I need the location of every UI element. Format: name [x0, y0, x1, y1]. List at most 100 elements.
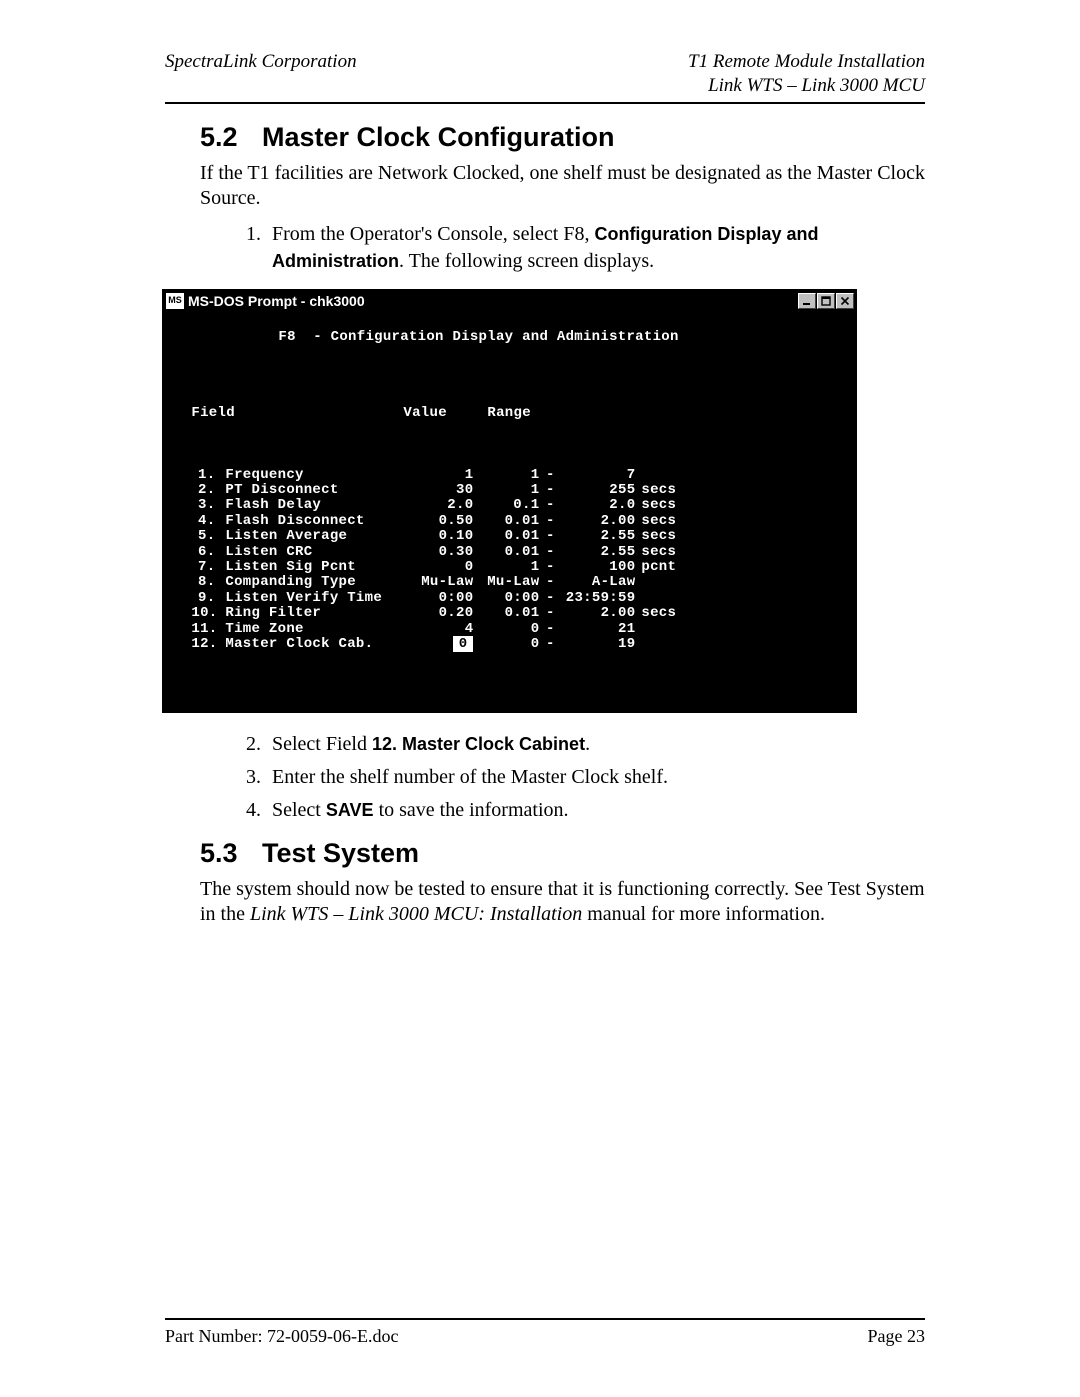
- section-5-3-heading: 5.3Test System: [200, 838, 925, 869]
- term-row: 2.PT Disconnect301-255secs: [174, 483, 845, 498]
- close-icon[interactable]: [836, 293, 854, 309]
- term-row-range-sep: -: [539, 498, 561, 513]
- term-row: 11.Time Zone40-21: [174, 622, 845, 637]
- term-row-num: 8.: [191, 575, 225, 590]
- minimize-icon[interactable]: [798, 293, 816, 309]
- term-row-range-sep: -: [539, 606, 561, 621]
- section-5-2-steps-lower: Select Field 12. Master Clock Cabinet. E…: [240, 731, 925, 824]
- step-2: Select Field 12. Master Clock Cabinet.: [266, 731, 925, 758]
- term-row-range-sep: -: [539, 622, 561, 637]
- page-footer: Part Number: 72-0059-06-E.doc Page 23: [165, 1318, 925, 1347]
- term-row-field: Listen Sig Pcnt: [225, 560, 403, 575]
- term-row-field: Master Clock Cab.: [225, 637, 403, 652]
- section-5-2-intro: If the T1 facilities are Network Clocked…: [200, 161, 925, 211]
- term-row-range-high: 21: [561, 622, 635, 637]
- term-row-range-low: Mu-Law: [473, 575, 539, 590]
- term-row: 1.Frequency11-7: [174, 468, 845, 483]
- term-row-range-low: 1: [473, 468, 539, 483]
- term-row-unit: secs: [635, 514, 676, 529]
- section-5-3-para: The system should now be tested to ensur…: [200, 877, 925, 927]
- step-2-bold: 12. Master Clock Cabinet: [372, 734, 585, 754]
- step-4-bold: SAVE: [326, 800, 374, 820]
- header-line1: T1 Remote Module Installation: [688, 51, 925, 72]
- step-1-text-a: From the Operator's Console, select F8,: [272, 223, 594, 245]
- term-row-num: 3.: [191, 498, 225, 513]
- dos-terminal: F8 - Configuration Display and Administr…: [164, 311, 855, 712]
- step-1-text-b: . The following screen displays.: [399, 250, 654, 272]
- term-row-field: PT Disconnect: [225, 483, 403, 498]
- term-row-range-high: A-Law: [561, 575, 635, 590]
- term-row-range-high: 2.55: [561, 545, 635, 560]
- col-value-hdr: Value: [403, 406, 487, 421]
- term-row-num: 9.: [191, 591, 225, 606]
- term-row-range-sep: -: [539, 529, 561, 544]
- term-row-field: Companding Type: [225, 575, 403, 590]
- section-5-2-steps-upper: From the Operator's Console, select F8, …: [240, 221, 925, 275]
- term-row-num: 7.: [191, 560, 225, 575]
- term-row-range-high: 2.0: [561, 498, 635, 513]
- footer-page-number: 23: [907, 1326, 925, 1346]
- term-row-range-sep: -: [539, 637, 561, 652]
- step-4: Select SAVE to save the information.: [266, 797, 925, 824]
- term-row-range-low: 0: [473, 637, 539, 652]
- dos-titlebar: MS MS-DOS Prompt - chk3000: [164, 291, 855, 311]
- section-5-2-title: Master Clock Configuration: [262, 122, 615, 152]
- term-row-num: 6.: [191, 545, 225, 560]
- term-row-range-high: 19: [561, 637, 635, 652]
- header-rule: [165, 102, 925, 104]
- term-row-num: 2.: [191, 483, 225, 498]
- footer-rule: [165, 1318, 925, 1320]
- step-4-text-a: Select: [272, 799, 326, 821]
- section-5-3-text-b: manual for more information.: [582, 903, 825, 925]
- term-row: 5.Listen Average0.100.01-2.55secs: [174, 529, 845, 544]
- step-3: Enter the shelf number of the Master Clo…: [266, 764, 925, 791]
- term-row-range-low: 0.1: [473, 498, 539, 513]
- term-title-rest: - Configuration Display and Administrati…: [296, 329, 679, 345]
- term-row-field: Frequency: [225, 468, 403, 483]
- col-field-hdr: Field: [191, 406, 403, 421]
- term-row-range-high: 2.00: [561, 514, 635, 529]
- term-row-range-high: 7: [561, 468, 635, 483]
- term-row-num: 10.: [191, 606, 225, 621]
- term-row-field: Listen CRC: [225, 545, 403, 560]
- term-row-field: Ring Filter: [225, 606, 403, 621]
- term-row: 4.Flash Disconnect0.500.01-2.00secs: [174, 514, 845, 529]
- dos-window: MS MS-DOS Prompt - chk3000 F8 - Configur…: [162, 289, 857, 714]
- term-row-range-low: 0.01: [473, 514, 539, 529]
- term-row-num: 12.: [191, 637, 225, 652]
- term-row-range-sep: -: [539, 468, 561, 483]
- footer-right: Page 23: [868, 1326, 926, 1347]
- step-1: From the Operator's Console, select F8, …: [266, 221, 925, 275]
- term-row-range-high: 2.00: [561, 606, 635, 621]
- term-row-unit: pcnt: [635, 560, 676, 575]
- term-row-unit: secs: [635, 498, 676, 513]
- term-row: 8.Companding TypeMu-LawMu-Law-A-Law: [174, 575, 845, 590]
- term-row-range-sep: -: [539, 545, 561, 560]
- term-row: 6.Listen CRC0.300.01-2.55secs: [174, 545, 845, 560]
- term-row: 12.Master Clock Cab.00-19: [174, 637, 845, 652]
- term-row-unit: secs: [635, 483, 676, 498]
- maximize-icon[interactable]: [817, 293, 835, 309]
- term-row: 3.Flash Delay2.00.1-2.0secs: [174, 498, 845, 513]
- term-row-range-sep: -: [539, 560, 561, 575]
- term-row-range-high: 255: [561, 483, 635, 498]
- step-4-text-b: to save the information.: [374, 799, 569, 821]
- footer-partnum-label: Part Number:: [165, 1326, 267, 1346]
- term-row-range-low: 1: [473, 483, 539, 498]
- header-line2: Link WTS – Link 3000 MCU: [708, 75, 925, 96]
- term-f8-key: F8: [278, 329, 295, 345]
- term-spacer-1: [174, 361, 845, 391]
- dos-window-title: MS-DOS Prompt - chk3000: [188, 293, 797, 309]
- term-row-field: Time Zone: [225, 622, 403, 637]
- header-company: SpectraLink Corporation: [165, 50, 357, 98]
- window-buttons: [797, 293, 855, 309]
- term-row-unit: secs: [635, 606, 676, 621]
- term-row-num: 11.: [191, 622, 225, 637]
- header-doc-title: T1 Remote Module Installation Link WTS –…: [688, 50, 925, 98]
- term-row-field: Listen Verify Time: [225, 591, 403, 606]
- term-row-range-sep: -: [539, 591, 561, 606]
- term-title-row: F8 - Configuration Display and Administr…: [174, 330, 845, 345]
- term-row: 10.Ring Filter0.200.01-2.00secs: [174, 606, 845, 621]
- term-row-range-high: 2.55: [561, 529, 635, 544]
- section-5-3-ital: Link WTS – Link 3000 MCU: Installation: [250, 903, 582, 925]
